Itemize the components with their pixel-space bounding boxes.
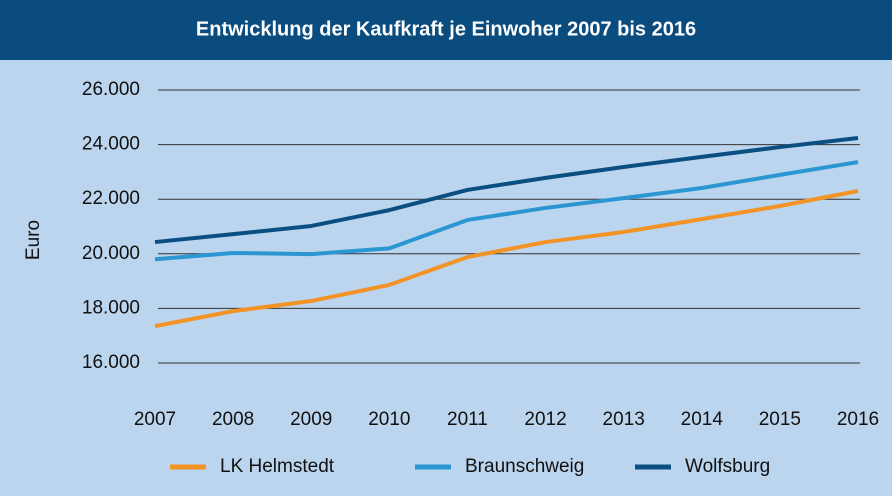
legend-label: Wolfsburg xyxy=(685,456,770,477)
legend-label: LK Helmstedt xyxy=(220,456,335,477)
x-tick-label: 2016 xyxy=(837,409,879,430)
x-tick-label: 2010 xyxy=(368,409,410,430)
y-tick-label: 22.000 xyxy=(82,188,140,209)
series-line xyxy=(154,136,859,245)
x-tick-label: 2011 xyxy=(447,409,488,430)
y-tick-label: 24.000 xyxy=(82,134,140,155)
y-tick-label: 26.000 xyxy=(82,79,140,100)
x-tick-label: 2012 xyxy=(524,409,566,430)
legend-label: Braunschweig xyxy=(465,456,584,477)
x-tick-label: 2008 xyxy=(212,409,254,430)
x-tick-label: 2014 xyxy=(681,409,724,430)
series-line xyxy=(154,189,859,329)
x-tick-label: 2009 xyxy=(290,409,332,430)
y-axis-label: Euro xyxy=(23,220,44,260)
y-tick-label: 16.000 xyxy=(82,352,140,373)
chart-title: Entwicklung der Kaufkraft je Einwoher 20… xyxy=(196,18,696,40)
y-tick-label: 20.000 xyxy=(82,243,140,264)
title-bar xyxy=(0,0,892,60)
y-tick-label: 18.000 xyxy=(82,297,140,318)
x-tick-label: 2007 xyxy=(134,409,176,430)
x-tick-label: 2015 xyxy=(759,409,801,430)
x-tick-label: 2013 xyxy=(603,409,645,430)
series-line xyxy=(154,160,859,262)
